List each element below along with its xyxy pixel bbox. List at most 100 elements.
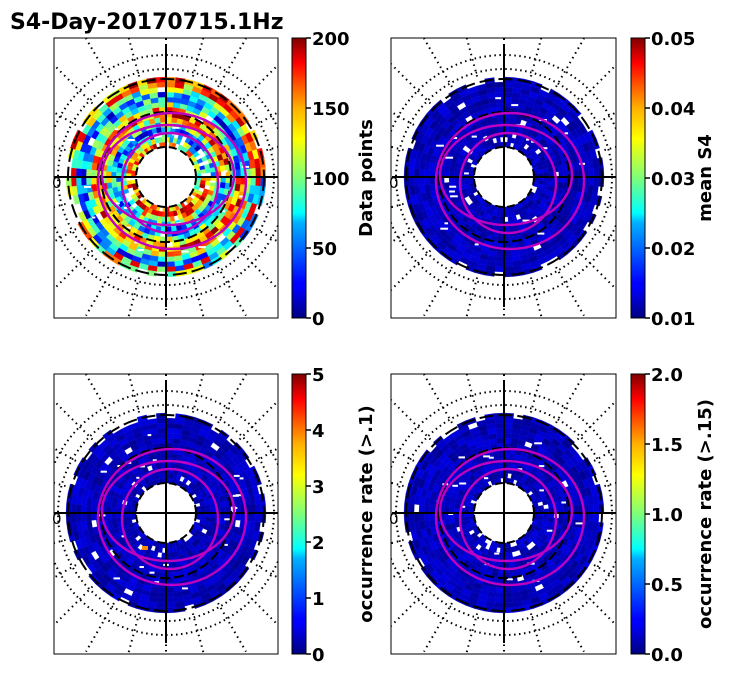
- heatmap-cell: [157, 261, 167, 268]
- colorbar-occurrence-01: 0 1 2 3 4 5 occurrence rate (>.1): [291, 365, 377, 666]
- heatmap-cell: [408, 512, 415, 523]
- gap-mark: [223, 170, 228, 173]
- graticule-meridian: [555, 266, 585, 317]
- graticule-meridian: [391, 63, 432, 105]
- gap-mark: [546, 529, 553, 532]
- graticule-meridian: [191, 613, 205, 654]
- magnetic-contour: [438, 459, 574, 563]
- colorbar-tick-label: 1: [312, 589, 325, 610]
- gap-mark: [460, 505, 466, 508]
- heatmap-cell: [573, 176, 580, 185]
- heatmap-cell: [165, 422, 175, 429]
- graticule-meridian: [54, 481, 66, 488]
- heatmap-cell: [494, 127, 500, 134]
- colorbar-tick-label: 50: [312, 239, 337, 260]
- gap-mark: [224, 543, 228, 546]
- graticule-meridian: [54, 399, 94, 441]
- gap-mark: [123, 207, 130, 209]
- magnetic-contour: [458, 467, 558, 571]
- colorbar-tick-label: 0: [312, 645, 325, 666]
- heatmap-cell: [156, 463, 162, 470]
- gap-mark: [541, 147, 548, 150]
- colorbar-tick-label: 0.05: [651, 29, 695, 50]
- gap-mark: [459, 482, 467, 485]
- colorbar-label: occurrence rate (>.15): [695, 399, 716, 629]
- heatmap-cell: [165, 597, 175, 604]
- graticule-meridian: [54, 447, 77, 462]
- graticule-meridian: [391, 399, 432, 441]
- graticule-meridian: [238, 585, 278, 627]
- heatmap-cell: [413, 512, 420, 522]
- heatmap-cell: [593, 512, 600, 523]
- graticule-meridian: [391, 585, 432, 627]
- heatmap-cell: [494, 417, 505, 424]
- colorbar-data-points: 0 50 100 150 200 Data points: [291, 29, 377, 330]
- gap-mark: [464, 172, 469, 175]
- gap-mark: [471, 135, 477, 138]
- gap-mark: [233, 507, 238, 510]
- heatmap-cell: [250, 512, 257, 522]
- gap-mark: [136, 476, 140, 479]
- heatmap-cell: [496, 101, 505, 108]
- graticule-meridian: [127, 38, 141, 77]
- heatmap-cell: [255, 176, 262, 187]
- heatmap-cell: [70, 176, 77, 187]
- panel-mean-s4: 0 0.01 0.02 0.03 0.04 0.05 mean S4: [389, 29, 716, 330]
- heatmap-cell: [418, 168, 425, 178]
- gap-mark: [235, 494, 242, 497]
- graticule-meridian: [555, 602, 585, 653]
- heatmap-cell: [165, 256, 175, 263]
- graticule-meridian: [54, 145, 66, 152]
- gap-mark: [172, 126, 179, 129]
- gap-mark: [137, 249, 144, 252]
- heatmap-cell: [156, 602, 167, 609]
- colorbar-tick-label: 3: [312, 477, 325, 498]
- heatmap-cell: [157, 592, 167, 599]
- graticule-meridian: [127, 374, 141, 413]
- graticule-meridian: [423, 374, 453, 424]
- heatmap-cell: [165, 417, 176, 424]
- graticule-meridian: [529, 277, 543, 318]
- graticule-meridian: [54, 249, 94, 291]
- gap-mark: [449, 185, 457, 188]
- panel-occurrence-rate-015: 0 0.0 0.5 1.0 1.5 2.0 occurrence rate (>.15): [389, 365, 716, 666]
- colorbar-tick-label: 2: [312, 533, 325, 554]
- gap-mark: [484, 477, 489, 480]
- heatmap-cell: [503, 256, 513, 263]
- heatmap-cell: [80, 512, 87, 522]
- gap-mark: [436, 144, 444, 147]
- gap-mark: [453, 137, 458, 139]
- heatmap-cell: [85, 169, 92, 178]
- gap-mark: [100, 470, 107, 473]
- heatmap-cell: [507, 216, 513, 222]
- heatmap-cell: [250, 168, 257, 178]
- heatmap-cell: [255, 167, 262, 178]
- heatmap-cells: [65, 76, 267, 278]
- figure-title: S4-Day-20170715.1Hz: [10, 10, 284, 35]
- gap-mark: [564, 132, 569, 135]
- heatmap-cell: [428, 505, 435, 514]
- graticule-meridian: [54, 564, 77, 579]
- heatmap-cell: [85, 512, 92, 521]
- heatmap-cell: [423, 512, 430, 521]
- magnetic-contour: [100, 123, 236, 227]
- graticule-meridian: [238, 249, 278, 291]
- colorbar-gradient: [291, 37, 307, 319]
- heatmap-cell: [423, 176, 430, 185]
- heatmap-cell: [165, 432, 174, 439]
- angle-label: 0: [52, 510, 62, 528]
- colorbar-tick-label: 0.03: [651, 169, 695, 190]
- heatmap-cell: [255, 503, 262, 514]
- graticule-meridian: [85, 266, 115, 317]
- heatmap-cell: [494, 463, 500, 470]
- heatmap-cell: [503, 587, 512, 594]
- gap-mark: [444, 222, 449, 225]
- heatmap-cell: [235, 169, 242, 178]
- polar-heatmap-occurrence-015: [391, 374, 616, 654]
- gap-mark: [495, 97, 502, 100]
- graticule-meridian: [529, 38, 543, 77]
- heatmap-cell: [90, 512, 97, 521]
- gap-mark: [198, 246, 206, 249]
- graticule-meridian: [529, 374, 543, 413]
- heatmap-cell: [165, 266, 176, 273]
